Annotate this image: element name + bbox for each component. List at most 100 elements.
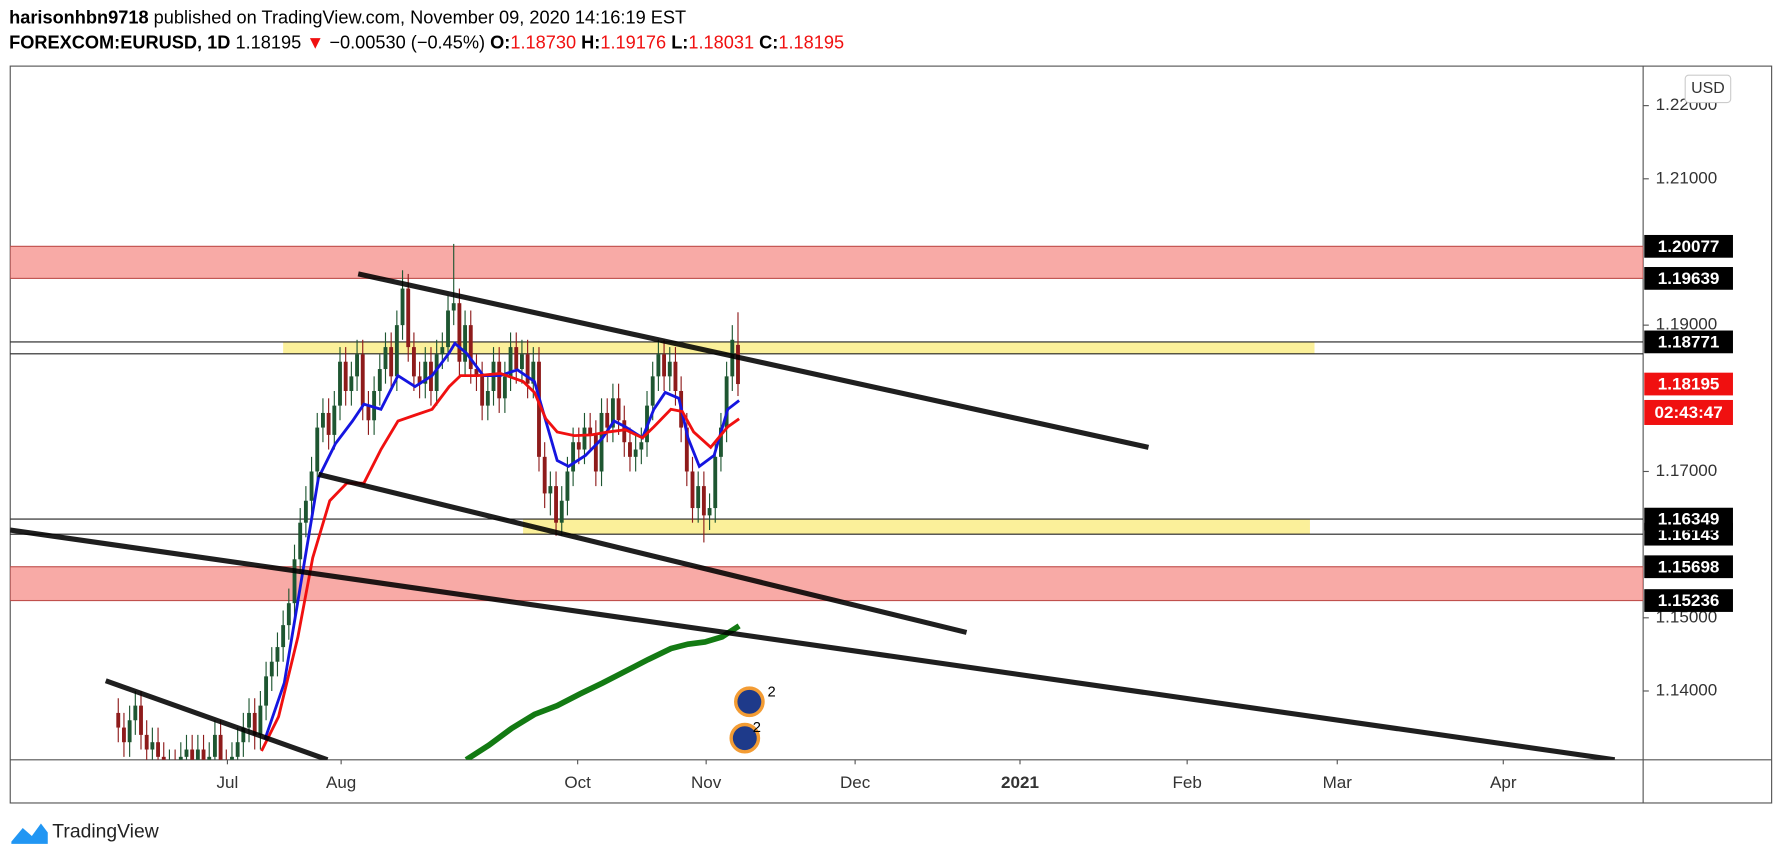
price-label-box — [1644, 267, 1733, 290]
candle-body — [235, 742, 240, 757]
zone — [10, 566, 1644, 602]
candle-body — [525, 354, 530, 384]
y-tick-label: 1.15000 — [1656, 607, 1718, 626]
price-label-box — [1644, 589, 1733, 612]
x-tick-label: Feb — [1172, 773, 1201, 792]
candle-body — [156, 742, 160, 757]
candle-body — [269, 661, 274, 677]
candle-body — [724, 376, 729, 428]
candle-body — [599, 412, 604, 472]
candle-body — [258, 705, 263, 735]
candle-body — [713, 456, 718, 509]
candle-body — [139, 705, 143, 735]
candle-body — [434, 354, 439, 391]
candle-body — [275, 647, 280, 662]
footer-brand: TradingView — [52, 822, 158, 843]
candle-body — [332, 405, 337, 435]
arrow: ▼ — [306, 32, 324, 52]
candle-body — [144, 734, 149, 750]
candle-body — [150, 742, 155, 750]
candle-body — [639, 442, 644, 450]
candle-body — [718, 427, 723, 457]
zone — [523, 519, 1310, 535]
candle-body — [576, 442, 581, 450]
y-tick-label: 1.21000 — [1656, 168, 1718, 187]
event-icon[interactable] — [729, 722, 761, 754]
x-tick-label: Aug — [326, 773, 356, 792]
price-label: 1.15698 — [1658, 557, 1720, 576]
candle-body — [161, 756, 166, 760]
x-tick-label: Jul — [217, 773, 239, 792]
c-label: C: — [759, 32, 778, 52]
candle-body — [383, 347, 388, 370]
candle-body — [508, 347, 513, 377]
x-tick-label: 2021 — [1001, 773, 1039, 792]
price-label: 1.20077 — [1658, 237, 1720, 256]
symbol: FOREXCOM:EURUSD, 1D — [9, 32, 230, 52]
candle-body — [736, 344, 740, 385]
candle-body — [628, 442, 632, 457]
candle-body — [326, 412, 331, 435]
l: 1.18031 — [688, 32, 754, 52]
trend-line — [357, 271, 1150, 450]
candle-body — [377, 369, 382, 391]
candle-body — [548, 486, 553, 494]
candle-body — [582, 427, 587, 450]
price-label: 1.18771 — [1658, 333, 1720, 352]
zone — [283, 341, 1315, 354]
candle-body — [303, 500, 308, 523]
candle-body — [195, 749, 200, 760]
event-count: 2 — [753, 720, 761, 736]
candle-body — [406, 288, 411, 348]
candle-body — [662, 354, 667, 377]
event-icon[interactable] — [734, 686, 765, 718]
currency-box[interactable] — [1684, 74, 1732, 104]
candle-body — [400, 288, 405, 326]
y-tick-label: 1.19000 — [1656, 315, 1718, 334]
candle-body — [696, 486, 701, 509]
candle-body — [321, 412, 325, 428]
chart-frame — [9, 65, 1773, 804]
candle-body — [230, 756, 234, 760]
candle-body — [684, 427, 689, 472]
last: 1.18195 — [235, 32, 301, 52]
candle-body — [423, 361, 428, 384]
trend-line — [104, 678, 329, 760]
l-label: L: — [671, 32, 688, 52]
countdown: 02:43:47 — [1654, 403, 1722, 422]
candle-body — [588, 427, 593, 435]
user: harisonhbn9718 — [9, 7, 148, 27]
candle-body — [559, 500, 564, 523]
x-tick-label: Dec — [840, 773, 871, 792]
candle-body — [480, 376, 485, 406]
candle-body — [264, 676, 269, 706]
candle-body — [463, 325, 468, 362]
candle-body — [298, 522, 303, 560]
candle-body — [440, 347, 445, 355]
o-label: O: — [490, 32, 510, 52]
price-label-box — [1644, 507, 1733, 531]
logo — [11, 823, 48, 844]
candle-body — [292, 559, 297, 604]
x-tick-label: Apr — [1490, 773, 1517, 792]
candle-body — [281, 625, 286, 648]
price-label-box — [1644, 234, 1733, 258]
candle-body — [417, 376, 422, 384]
candle-body — [201, 749, 206, 760]
trend-line — [317, 471, 968, 635]
change: −0.00530 (−0.45%) — [329, 32, 485, 52]
candle-body — [502, 376, 507, 399]
plot — [10, 243, 1644, 760]
trend-line — [10, 527, 1616, 760]
candle-body — [360, 354, 365, 406]
x-tick-label: Oct — [564, 773, 591, 792]
candle-body — [372, 390, 377, 421]
o: 1.18730 — [510, 32, 576, 52]
candle-body — [537, 361, 541, 457]
candle-body — [286, 603, 291, 626]
candle-body — [656, 354, 661, 377]
candle-body — [667, 361, 672, 377]
x-tick-label: Mar — [1323, 773, 1353, 792]
price-label-box — [1644, 372, 1733, 396]
